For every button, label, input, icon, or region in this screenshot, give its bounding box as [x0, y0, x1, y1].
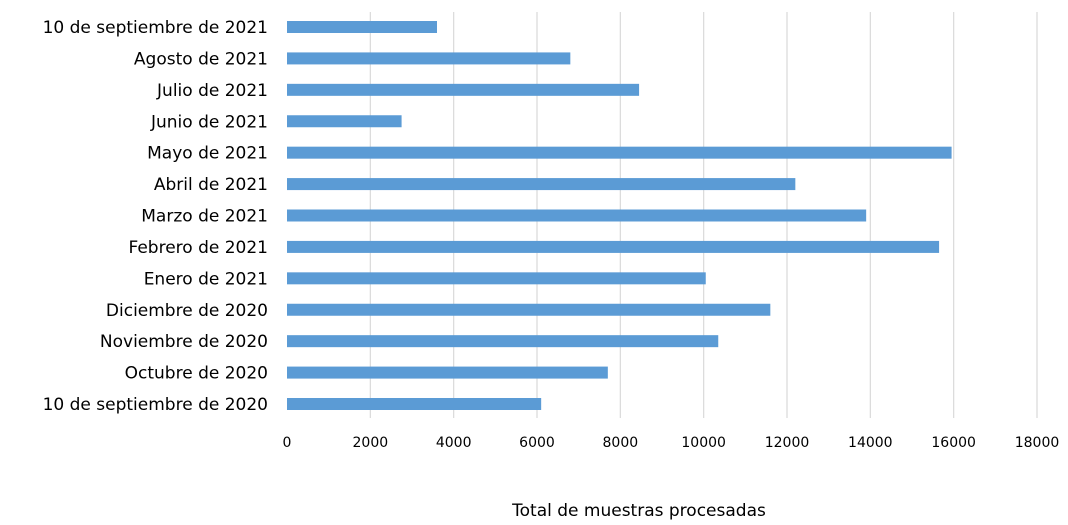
bar [287, 178, 796, 191]
category-label: 10 de septiembre de 2020 [43, 395, 268, 415]
x-tick-label: 12000 [765, 435, 810, 451]
x-tick-label: 14000 [848, 435, 893, 451]
bars [287, 21, 952, 410]
bar [287, 52, 571, 65]
bar [287, 83, 640, 96]
category-label: Julio de 2021 [156, 81, 268, 101]
category-label: Noviembre de 2020 [100, 332, 268, 352]
category-label: Octubre de 2020 [125, 364, 268, 384]
x-tick-labels: 0 2000 4000 6000 8000 10000 12000 14000 16000 180… [283, 435, 1060, 451]
x-tick-label: 2000 [353, 435, 389, 451]
x-tick-label: 6000 [519, 435, 555, 451]
bar [287, 272, 706, 285]
x-tick-label: 4000 [436, 435, 472, 451]
category-label: Abril de 2021 [154, 175, 268, 195]
x-tick-label: 8000 [603, 435, 639, 451]
category-label: Agosto de 2021 [134, 49, 268, 69]
bar [287, 335, 719, 348]
bar [287, 209, 867, 222]
category-label: Marzo de 2021 [141, 207, 268, 227]
category-label: Febrero de 2021 [128, 238, 268, 258]
x-axis-title: Total de muestras procesadas [511, 501, 766, 521]
bar [287, 21, 437, 33]
bar [287, 240, 940, 253]
category-label: Enero de 2021 [144, 269, 268, 289]
category-label: Mayo de 2021 [147, 144, 268, 164]
bar [287, 303, 771, 316]
category-label: Diciembre de 2020 [106, 301, 268, 321]
category-label: 10 de septiembre de 2021 [43, 18, 268, 38]
category-labels: 10 de septiembre de 2021 Agosto de 2021 Ju… [43, 18, 268, 415]
x-tick-label: 16000 [931, 435, 976, 451]
category-label: Junio de 2021 [150, 112, 268, 132]
bar [287, 398, 542, 410]
bar [287, 366, 608, 379]
bar [287, 146, 952, 159]
x-tick-label: 10000 [681, 435, 726, 451]
x-tick-label: 0 [283, 435, 292, 451]
x-tick-label: 18000 [1015, 435, 1060, 451]
bar [287, 115, 402, 128]
